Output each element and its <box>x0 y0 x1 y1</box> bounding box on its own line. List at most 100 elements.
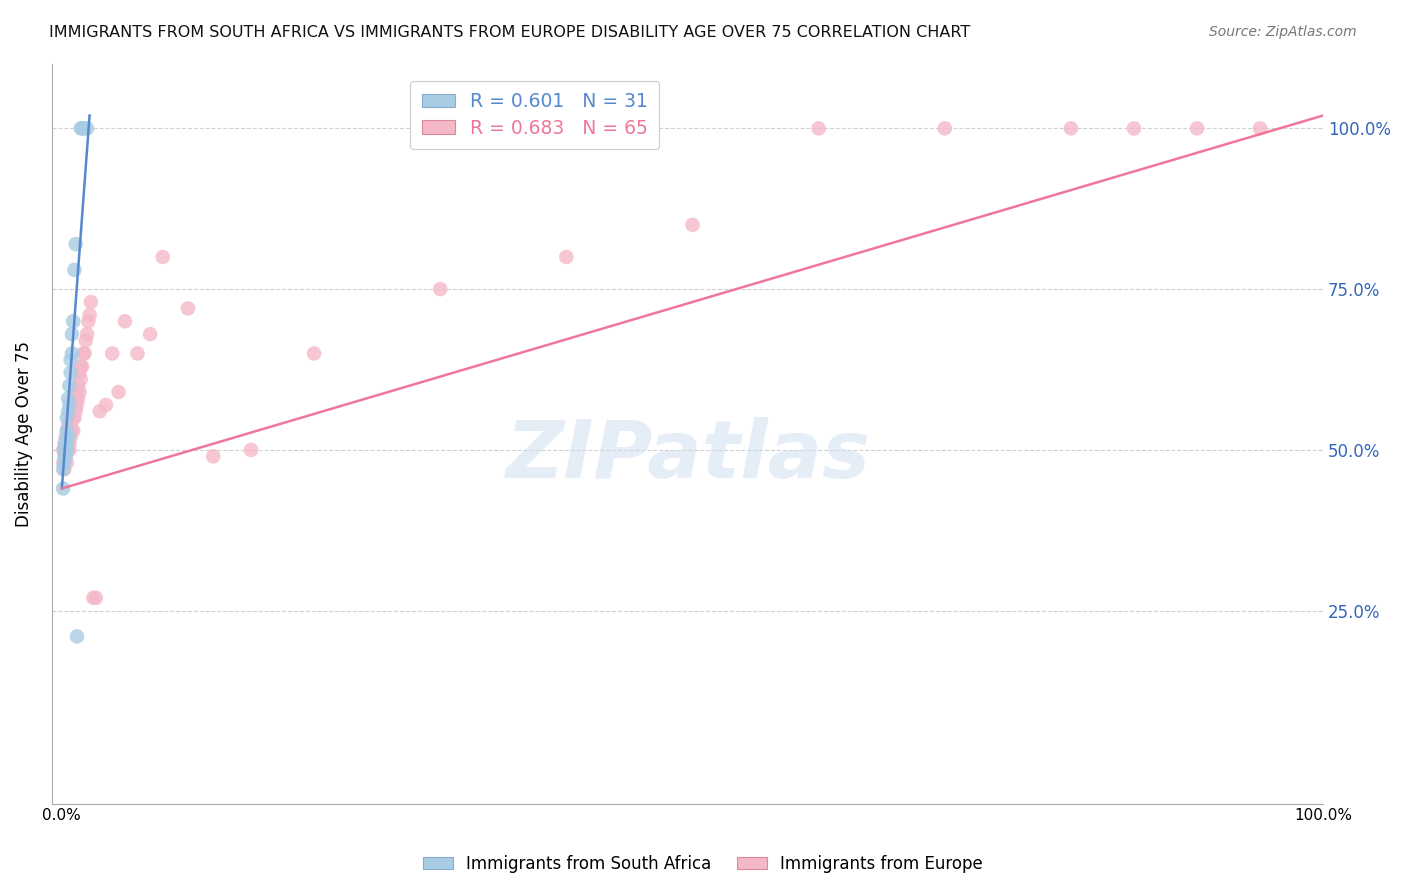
Point <box>89 404 111 418</box>
Point <box>76 121 98 136</box>
Point <box>55 442 77 457</box>
Point <box>1123 121 1146 136</box>
Point <box>82 591 104 605</box>
Text: ZIPatlas: ZIPatlas <box>505 417 870 495</box>
Point <box>65 392 87 406</box>
Point <box>66 398 89 412</box>
Point <box>84 591 107 605</box>
Point <box>56 456 79 470</box>
Point <box>75 334 97 348</box>
Point <box>59 430 82 444</box>
Point <box>682 218 704 232</box>
Point <box>62 314 84 328</box>
Point <box>63 263 86 277</box>
Point <box>52 462 75 476</box>
Point <box>152 250 174 264</box>
Legend: Immigrants from South Africa, Immigrants from Europe: Immigrants from South Africa, Immigrants… <box>416 848 990 880</box>
Text: IMMIGRANTS FROM SOUTH AFRICA VS IMMIGRANTS FROM EUROPE DISABILITY AGE OVER 75 CO: IMMIGRANTS FROM SOUTH AFRICA VS IMMIGRAN… <box>49 25 970 40</box>
Point <box>55 450 77 464</box>
Point <box>58 378 80 392</box>
Point <box>58 398 80 412</box>
Point <box>58 436 80 450</box>
Point <box>70 121 93 136</box>
Point <box>56 430 79 444</box>
Point <box>62 424 84 438</box>
Point <box>52 456 75 470</box>
Point <box>114 314 136 328</box>
Point <box>934 121 956 136</box>
Point <box>60 346 83 360</box>
Point <box>55 442 77 457</box>
Point <box>56 442 79 457</box>
Point <box>139 327 162 342</box>
Point <box>60 424 83 438</box>
Point <box>69 121 91 136</box>
Point <box>56 410 79 425</box>
Point <box>53 456 76 470</box>
Point <box>77 314 100 328</box>
Point <box>56 424 79 438</box>
Point <box>56 424 79 438</box>
Point <box>53 462 76 476</box>
Point <box>69 359 91 374</box>
Point <box>53 442 76 457</box>
Point <box>79 308 101 322</box>
Point <box>56 442 79 457</box>
Point <box>56 430 79 444</box>
Point <box>60 327 83 342</box>
Point <box>69 385 91 400</box>
Point <box>807 121 830 136</box>
Point <box>302 346 325 360</box>
Point <box>56 436 79 450</box>
Point <box>52 442 75 457</box>
Point <box>1185 121 1208 136</box>
Point <box>202 450 225 464</box>
Point <box>55 436 77 450</box>
Point <box>69 372 91 386</box>
Point <box>67 392 90 406</box>
Point <box>101 346 124 360</box>
Point <box>67 378 90 392</box>
Point <box>66 629 89 643</box>
Point <box>80 295 103 310</box>
Point <box>62 410 84 425</box>
Point <box>56 436 79 450</box>
Point <box>59 352 82 367</box>
Point <box>66 385 89 400</box>
Point <box>55 430 77 444</box>
Point <box>65 237 87 252</box>
Point <box>555 250 578 264</box>
Point <box>73 121 96 136</box>
Point <box>63 410 86 425</box>
Point <box>56 430 79 444</box>
Point <box>53 436 76 450</box>
Point <box>1060 121 1083 136</box>
Point <box>52 482 75 496</box>
Point <box>55 450 77 464</box>
Point <box>76 327 98 342</box>
Point <box>69 366 91 380</box>
Legend: R = 0.601   N = 31, R = 0.683   N = 65: R = 0.601 N = 31, R = 0.683 N = 65 <box>411 81 659 149</box>
Point <box>73 346 96 360</box>
Point <box>65 404 87 418</box>
Point <box>1249 121 1271 136</box>
Point <box>58 424 80 438</box>
Point <box>53 450 76 464</box>
Point <box>70 359 93 374</box>
Point <box>60 410 83 425</box>
Point <box>177 301 200 316</box>
Y-axis label: Disability Age Over 75: Disability Age Over 75 <box>15 341 32 527</box>
Point <box>59 417 82 432</box>
Point <box>94 398 117 412</box>
Point <box>429 282 451 296</box>
Point <box>107 385 129 400</box>
Point <box>240 442 263 457</box>
Point <box>56 392 79 406</box>
Text: Source: ZipAtlas.com: Source: ZipAtlas.com <box>1209 25 1357 39</box>
Point <box>56 404 79 418</box>
Point <box>63 398 86 412</box>
Point <box>56 417 79 432</box>
Point <box>59 366 82 380</box>
Point <box>55 442 77 457</box>
Point <box>72 346 94 360</box>
